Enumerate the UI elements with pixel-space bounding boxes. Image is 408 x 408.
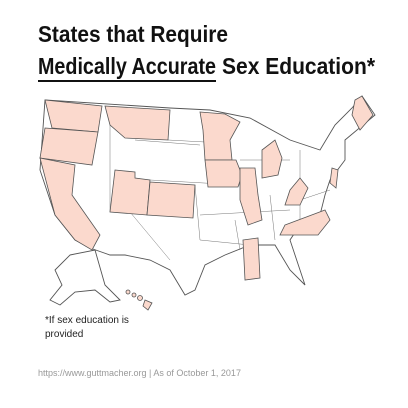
state-highlight	[351, 95, 374, 131]
state-highlight	[279, 209, 331, 236]
us-outline	[39, 95, 376, 296]
state-highlight	[284, 177, 309, 206]
alaska	[49, 249, 121, 306]
source: https://www.guttmacher.org | As of Octob…	[38, 368, 241, 378]
state-highlight	[199, 111, 241, 161]
us-map	[39, 95, 376, 311]
title-underlined: Medically Accurate	[38, 53, 216, 79]
state-highlight	[146, 181, 196, 219]
footnote: provided	[45, 329, 83, 340]
hawaii	[125, 289, 153, 311]
state-highlight	[109, 169, 151, 216]
state-highlight	[44, 99, 103, 133]
state-highlight	[204, 159, 243, 188]
state-highlight	[239, 167, 263, 226]
state-highlight	[329, 167, 339, 189]
footnote: *If sex education is	[45, 315, 129, 326]
state-highlight	[104, 105, 171, 141]
state-highlight	[39, 127, 99, 166]
state-highlight	[242, 237, 261, 281]
title-rest: Sex Education*	[222, 53, 375, 79]
title-line1: States that Require	[38, 21, 228, 47]
state-highlight	[39, 157, 101, 251]
state-highlight	[261, 139, 283, 179]
